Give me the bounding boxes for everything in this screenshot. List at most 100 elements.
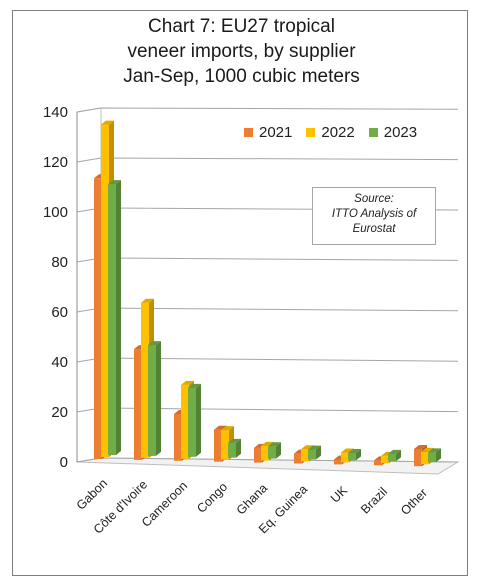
source-line-3: Eurostat xyxy=(352,223,396,235)
bar-top-face xyxy=(261,441,274,446)
bar-top-face xyxy=(428,448,441,453)
legend-item-2023: 2023 xyxy=(368,124,418,141)
bar-front-face xyxy=(414,448,422,467)
bar-top-face xyxy=(181,380,194,385)
bar-top-face xyxy=(108,180,121,185)
bar-front-face xyxy=(94,178,102,459)
bar-front-face xyxy=(301,449,309,462)
bar-top-face xyxy=(421,447,434,452)
bar-side-face xyxy=(236,438,241,458)
y-tick-label: 60 xyxy=(51,304,68,321)
bar-front-face xyxy=(181,384,189,459)
bar-front-face xyxy=(374,460,382,466)
bar-side-face xyxy=(156,341,161,456)
x-category-label: Ghana xyxy=(234,481,270,517)
y-axis-ticks: 0 20 40 60 80 100 120 140 xyxy=(43,104,68,471)
bar-front-face xyxy=(348,453,356,461)
bar-top-face xyxy=(101,120,114,125)
y-tick-label: 100 xyxy=(43,204,68,221)
bar-front-face xyxy=(221,430,229,460)
bar-2023-brazil xyxy=(388,449,401,462)
bar-front-face xyxy=(141,302,149,458)
bar-top-face xyxy=(348,449,361,454)
bar-front-face xyxy=(134,349,142,460)
bar-2023-uk xyxy=(348,449,361,461)
bar-front-face xyxy=(428,452,436,463)
y-tick-label: 40 xyxy=(51,354,68,371)
legend-swatch-2022 xyxy=(306,128,316,137)
x-category-label: Brazil xyxy=(358,485,390,517)
bar-side-face xyxy=(196,383,201,457)
title-line-3: Jan-Sep, 1000 cubic meters xyxy=(123,66,360,87)
bar-top-face xyxy=(148,341,161,346)
bar-top-face xyxy=(141,298,154,303)
bar-side-face xyxy=(396,449,401,462)
bar-front-face xyxy=(341,452,349,463)
bar-2023-congo xyxy=(228,438,241,458)
y-tick-label: 0 xyxy=(60,454,68,471)
x-category-label: Gabon xyxy=(74,476,110,512)
gridline xyxy=(76,157,459,163)
bar-top-face xyxy=(221,426,234,431)
y-tick-label: 140 xyxy=(43,104,68,121)
bar-top-face xyxy=(214,425,227,430)
bar-side-face xyxy=(436,448,441,463)
x-category-label: Other xyxy=(398,486,430,518)
source-line-1: Source: xyxy=(354,193,394,205)
bars xyxy=(94,120,441,467)
legend-swatch-2023 xyxy=(368,128,378,137)
bar-front-face xyxy=(108,184,116,455)
legend-item-2022: 2022 xyxy=(306,124,355,141)
source-note: Source: ITTO Analysis of Eurostat xyxy=(312,187,436,245)
bar-top-face xyxy=(388,449,401,454)
bar-front-face xyxy=(381,455,389,464)
bar-top-face xyxy=(341,448,354,453)
x-category-label: Congo xyxy=(194,480,230,516)
bar-2023-other xyxy=(428,448,441,463)
gridline xyxy=(76,257,459,263)
bar-2023-gabon xyxy=(108,180,121,455)
legend: 2021 2022 2023 xyxy=(244,124,417,141)
title-line-2: veneer imports, by supplier xyxy=(127,41,356,62)
gridline xyxy=(76,307,459,313)
bar-front-face xyxy=(261,445,269,461)
bar-front-face xyxy=(308,449,316,460)
bar-2023-cameroon xyxy=(188,383,201,457)
legend-item-2021: 2021 xyxy=(244,124,292,141)
bar-front-face xyxy=(388,453,396,462)
bar-top-face xyxy=(268,442,281,447)
bar-side-face xyxy=(276,442,281,459)
bar-top-face xyxy=(308,445,321,450)
bar-top-face xyxy=(228,438,241,443)
gridline xyxy=(76,107,459,113)
bar-front-face xyxy=(101,124,109,457)
bar-front-face xyxy=(334,459,342,465)
bar-front-face xyxy=(421,451,429,465)
x-category-label: UK xyxy=(328,483,351,506)
source-line-2: ITTO Analysis of xyxy=(331,208,417,220)
y-tick-label: 80 xyxy=(51,254,68,271)
legend-label-2022: 2022 xyxy=(321,124,355,141)
bar-front-face xyxy=(214,429,222,462)
bar-side-face xyxy=(116,180,121,455)
bar-front-face xyxy=(254,447,262,463)
bar-side-face xyxy=(316,445,321,460)
legend-swatch-2021 xyxy=(244,128,253,137)
bar-2023-c-te-d-ivoire xyxy=(148,341,161,456)
bar-front-face xyxy=(174,414,182,461)
bar-top-face xyxy=(188,383,201,388)
bar-front-face xyxy=(268,446,276,459)
bar-top-face xyxy=(301,445,314,450)
bar-front-face xyxy=(294,453,302,464)
bar-front-face xyxy=(148,345,156,456)
bar-2023-eq-guinea xyxy=(308,445,321,460)
bar-side-face xyxy=(356,449,361,461)
legend-label-2023: 2023 xyxy=(383,124,418,141)
bar-2023-ghana xyxy=(268,442,281,459)
y-tick-label: 120 xyxy=(43,154,68,171)
bar-front-face xyxy=(228,442,236,458)
y-tick-label: 20 xyxy=(51,404,68,421)
legend-label-2021: 2021 xyxy=(259,124,293,141)
